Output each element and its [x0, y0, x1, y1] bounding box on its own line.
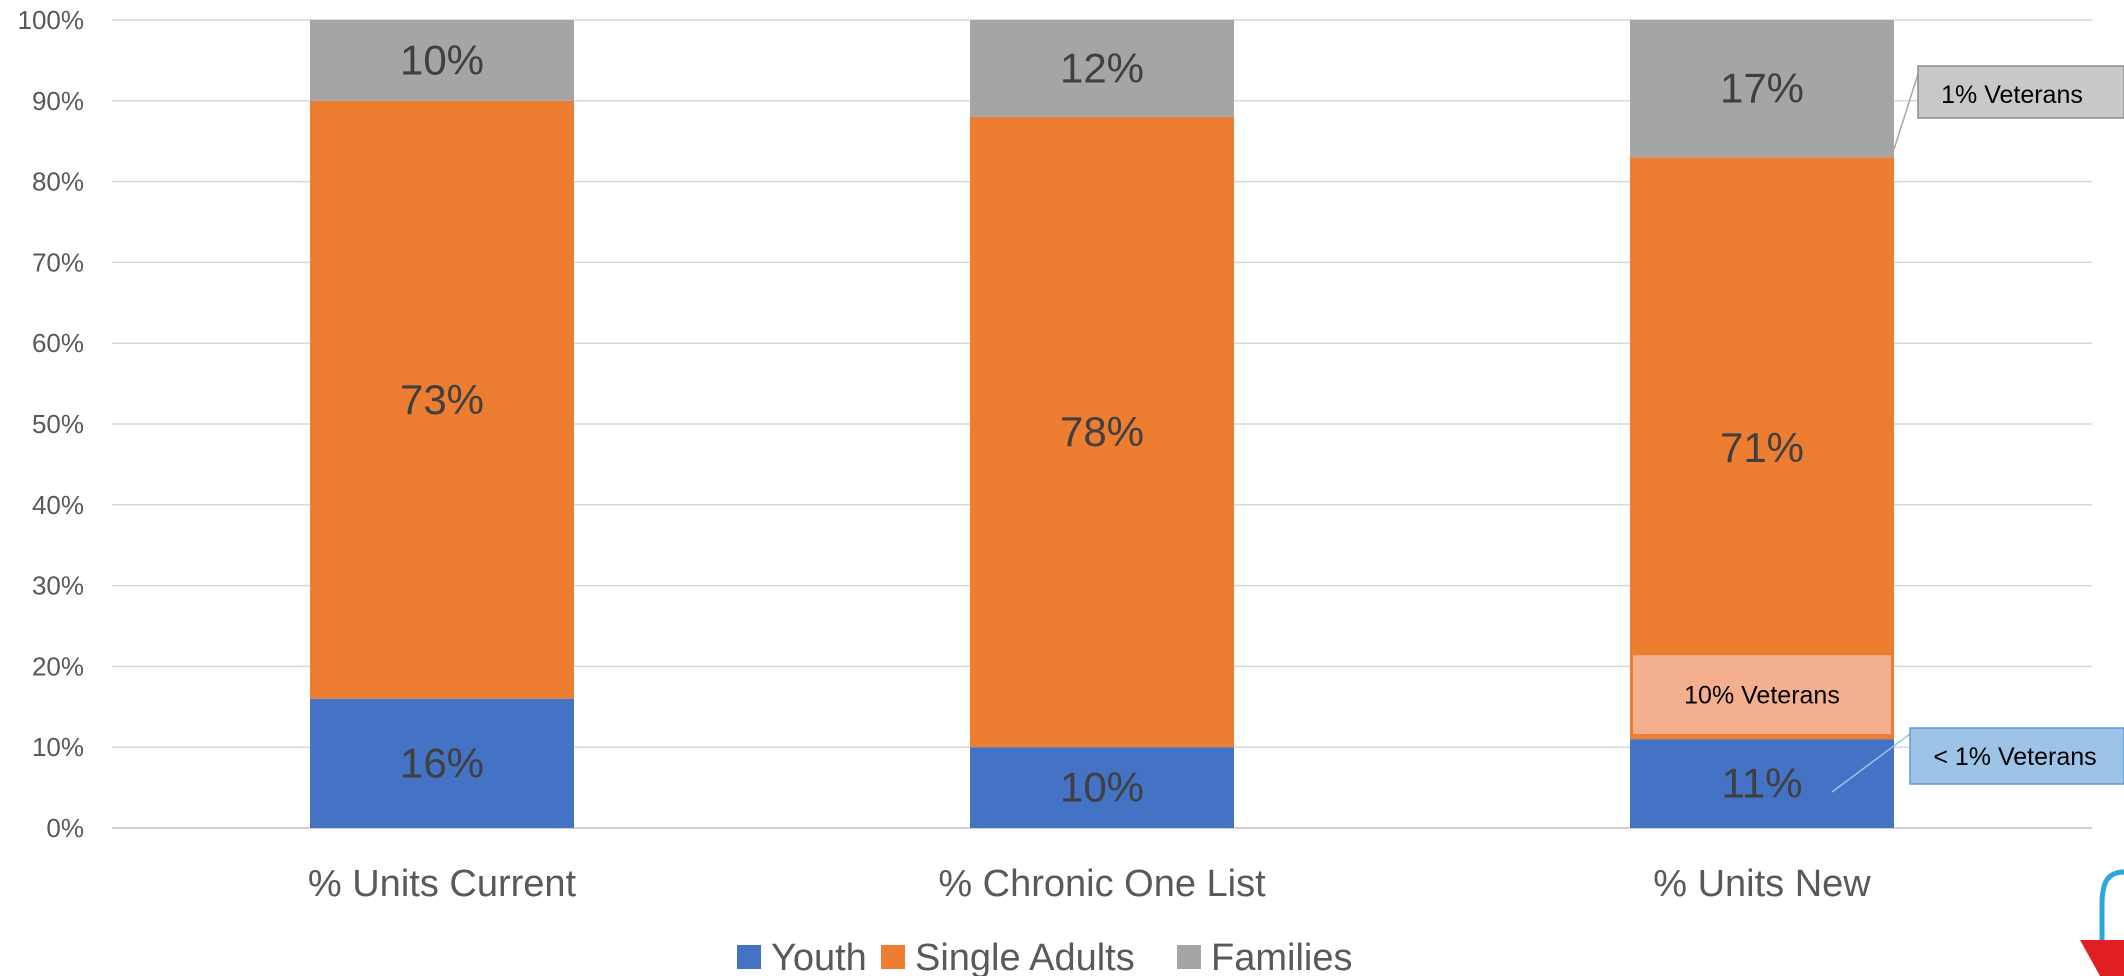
legend-label: Single Adults — [915, 937, 1135, 976]
bar-single-adults-chronic-one-list — [970, 116, 1234, 748]
data-label: 71% — [1720, 424, 1804, 471]
callout-label: < 1% Veterans — [1933, 743, 2096, 771]
data-label: 17% — [1720, 65, 1804, 112]
bar-youth-units-new — [1630, 739, 1894, 828]
callout-box-1pct-veterans — [1917, 65, 2124, 119]
bar-single-adults-units-new — [1630, 157, 1894, 740]
y-tick-label: 80% — [32, 167, 84, 197]
x-tick-label: % Units New — [1653, 863, 1871, 905]
callout-box-10pct-veterans — [1631, 653, 1893, 737]
y-tick-label: 100% — [18, 5, 85, 35]
callout-label: 1% Veterans — [1941, 81, 2083, 109]
y-tick-label: 60% — [32, 328, 84, 358]
data-label: 12% — [1060, 44, 1144, 91]
y-tick-label: 50% — [32, 409, 84, 439]
legend-swatch-single-adults — [881, 945, 905, 969]
data-label: 10% — [1060, 764, 1144, 811]
y-tick-label: 0% — [46, 813, 84, 843]
x-tick-label: % Chronic One List — [938, 863, 1266, 905]
bar-families-chronic-one-list — [970, 20, 1234, 117]
callout-leader-line — [1831, 733, 1911, 793]
y-tick-label: 10% — [32, 732, 84, 762]
callout-leader-line — [1893, 73, 1919, 150]
legend-swatch-families — [1177, 945, 1201, 969]
callout-label: 10% Veterans — [1684, 682, 1840, 710]
bar-families-units-current — [310, 20, 574, 101]
legend: Youth Single Adults Families — [737, 937, 1352, 976]
legend-label: Youth — [771, 937, 867, 976]
y-tick-label: 40% — [32, 490, 84, 520]
legend-swatch-youth — [737, 945, 761, 969]
x-tick-label: % Units Current — [308, 863, 577, 905]
corner-arrow-decoration — [2080, 869, 2124, 976]
bar-youth-units-current — [310, 698, 574, 828]
bar-youth-chronic-one-list — [970, 747, 1234, 828]
callout-box-lt1pct-veterans — [1909, 727, 2124, 785]
data-label: 16% — [400, 739, 484, 786]
x-axis: % Units Current % Chronic One List % Units… — [308, 863, 1871, 905]
bar-single-adults-units-current — [310, 100, 574, 699]
data-label: 78% — [1060, 408, 1144, 455]
y-tick-label: 20% — [32, 651, 84, 681]
y-axis: 0% 10% 20% 30% 40% 50% 60% 70% 80% 90% 100% — [18, 5, 85, 843]
y-tick-label: 70% — [32, 247, 84, 277]
bars: 16% 73% 10% 10% 78% 12% 11% 71% 17% — [310, 20, 1894, 828]
y-tick-label: 30% — [32, 571, 84, 601]
bar-families-units-new — [1630, 20, 1894, 158]
y-tick-label: 90% — [32, 86, 84, 116]
data-label: 11% — [1722, 760, 1803, 807]
data-label: 10% — [400, 36, 484, 83]
data-label: 73% — [400, 376, 484, 423]
veteran-callouts: 1% Veterans 10% Veterans < 1% Veterans — [1631, 65, 2124, 793]
legend-label: Families — [1211, 937, 1352, 976]
